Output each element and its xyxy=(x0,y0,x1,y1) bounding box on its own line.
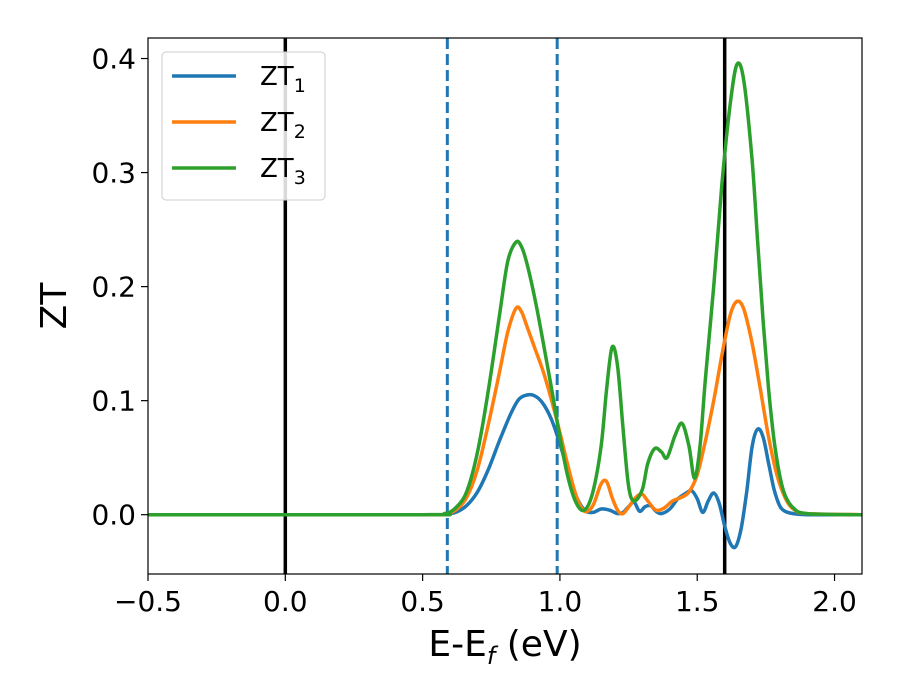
legend-label: ZT3 xyxy=(260,154,306,189)
legend: ZT1 ZT2 ZT3 xyxy=(161,51,326,201)
reference-lines xyxy=(283,38,727,574)
legend-frame xyxy=(161,51,326,201)
x-tick-label: 0.5 xyxy=(400,585,445,618)
series-lines xyxy=(148,61,862,550)
series-line-zt-1 xyxy=(148,392,862,550)
legend-label: ZT1 xyxy=(260,62,306,97)
x-tick-label: 1.5 xyxy=(675,585,720,618)
series-line-zt-2 xyxy=(148,299,862,517)
y-tick-label: 0.3 xyxy=(91,157,136,190)
x-axis-title: E-Ef (eV) xyxy=(428,624,581,670)
y-axis-title: ZT xyxy=(34,282,75,330)
y-tick-label: 0.2 xyxy=(91,271,136,304)
y-tick-label: 0.1 xyxy=(91,385,136,418)
x-tick-label: 1.0 xyxy=(538,585,583,618)
x-tick-label: 2.0 xyxy=(812,585,857,618)
series-line-zt-3 xyxy=(148,61,862,517)
x-tick-label: 0.0 xyxy=(263,585,308,618)
legend-label: ZT2 xyxy=(260,108,306,143)
y-tick-label: 0.4 xyxy=(91,43,136,76)
y-tick-label: 0.0 xyxy=(91,499,136,532)
x-axis: −0.5 0.0 0.5 1.0 1.5 2.0 xyxy=(114,574,857,618)
plot-frame xyxy=(147,37,863,575)
y-axis: 0.0 0.1 0.2 0.3 0.4 xyxy=(91,43,148,532)
x-tick-label: −0.5 xyxy=(114,585,182,618)
